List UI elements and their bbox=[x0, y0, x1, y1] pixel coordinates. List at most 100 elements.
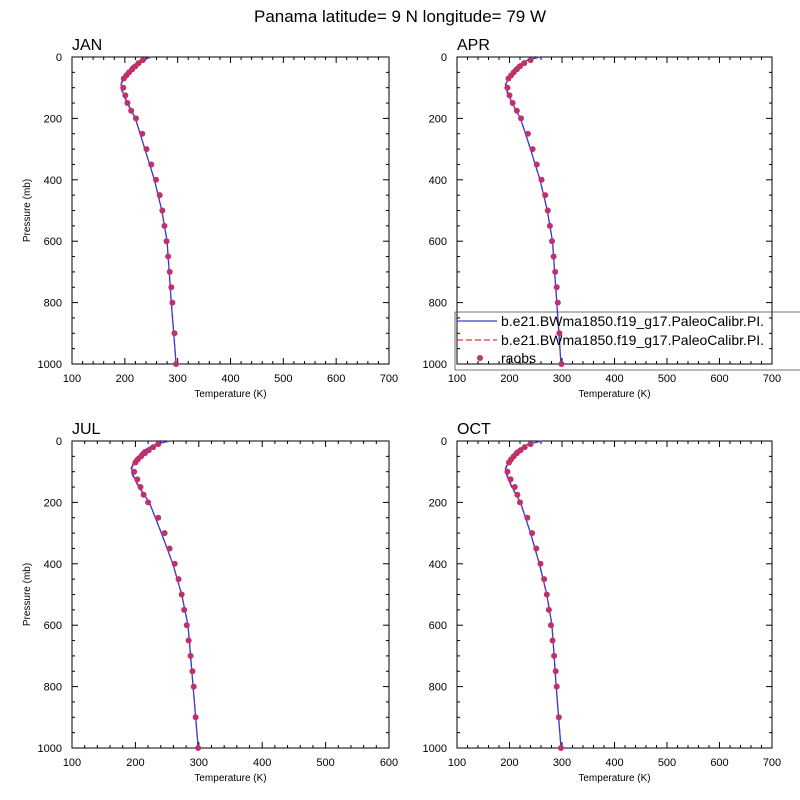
x-tick-label: 100 bbox=[448, 757, 466, 769]
y-tick-label: 0 bbox=[56, 52, 62, 64]
raobs-point bbox=[557, 745, 564, 751]
y-tick-label: 800 bbox=[429, 298, 447, 310]
x-tick-label: 300 bbox=[168, 373, 186, 385]
raobs-point bbox=[195, 745, 202, 751]
x-tick-label: 100 bbox=[63, 373, 81, 385]
y-tick-label: 600 bbox=[44, 620, 62, 632]
raobs-point bbox=[518, 115, 525, 122]
raobs-point bbox=[145, 499, 152, 506]
raobs-point bbox=[538, 176, 545, 183]
legend-label: b.e21.BWma1850.f19_g17.PaleoCalibr.PI. bbox=[501, 313, 764, 329]
y-tick-label: 1000 bbox=[38, 743, 62, 755]
raobs-point bbox=[507, 476, 514, 483]
raobs-point bbox=[122, 92, 129, 99]
raobs-point bbox=[166, 268, 173, 275]
raobs-point bbox=[155, 514, 162, 521]
x-tick-label: 700 bbox=[763, 373, 781, 385]
y-tick-label: 200 bbox=[429, 113, 447, 125]
raobs-point bbox=[505, 75, 512, 82]
y-axis-label: Pressure (mb) bbox=[22, 563, 33, 626]
raobs-point bbox=[161, 530, 168, 537]
raobs-point bbox=[150, 444, 157, 451]
raobs-point bbox=[555, 714, 562, 721]
x-tick-label: 400 bbox=[605, 757, 623, 769]
raobs-point bbox=[178, 591, 185, 598]
x-tick-label: 400 bbox=[221, 373, 239, 385]
y-tick-label: 0 bbox=[56, 436, 62, 448]
x-axis-label: Temperature (K) bbox=[194, 389, 266, 400]
x-tick-label: 300 bbox=[553, 757, 571, 769]
panel-label: APR bbox=[457, 37, 490, 54]
x-tick-label: 500 bbox=[658, 757, 676, 769]
raobs-point bbox=[533, 545, 540, 552]
raobs-point bbox=[139, 57, 146, 64]
x-tick-label: 600 bbox=[327, 373, 345, 385]
raobs-point bbox=[143, 146, 150, 153]
y-tick-label: 600 bbox=[429, 236, 447, 248]
y-tick-label: 200 bbox=[44, 113, 62, 125]
raobs-point bbox=[553, 284, 560, 291]
raobs-point bbox=[529, 146, 536, 153]
y-tick-label: 400 bbox=[44, 175, 62, 187]
raobs-point bbox=[181, 606, 188, 613]
y-tick-label: 800 bbox=[44, 682, 62, 694]
raobs-point bbox=[140, 491, 147, 498]
raobs-point bbox=[553, 683, 560, 690]
raobs-point bbox=[517, 499, 523, 506]
raobs-point bbox=[552, 268, 559, 275]
x-tick-label: 700 bbox=[380, 373, 398, 385]
raobs-point bbox=[131, 468, 138, 475]
x-tick-label: 200 bbox=[116, 373, 134, 385]
raobs-point bbox=[527, 57, 534, 64]
raobs-point bbox=[132, 115, 139, 122]
raobs-point bbox=[513, 107, 520, 114]
raobs-point bbox=[509, 100, 516, 107]
y-tick-label: 800 bbox=[429, 682, 447, 694]
raobs-point bbox=[171, 330, 178, 337]
raobs-point bbox=[187, 652, 194, 659]
legend: b.e21.BWma1850.f19_g17.PaleoCalibr.PI. b.… bbox=[454, 311, 800, 371]
raobs-point bbox=[120, 75, 127, 82]
raobs-point bbox=[551, 652, 558, 659]
raobs-point bbox=[550, 253, 557, 260]
panel-jan: JAN 100 200 300 400 500 600 700 0 200 400 600 800 100… bbox=[22, 37, 398, 400]
x-tick-label: 100 bbox=[63, 757, 81, 769]
panels: JAN 100 200 300 400 500 600 700 0 200 400 600 800 100… bbox=[22, 37, 781, 784]
raobs-point bbox=[159, 207, 166, 214]
raobs-point bbox=[185, 637, 192, 644]
raobs-point bbox=[189, 668, 196, 675]
x-tick-label: 300 bbox=[190, 757, 208, 769]
plot-frame bbox=[71, 56, 390, 365]
x-tick-label: 400 bbox=[253, 757, 271, 769]
raobs-point bbox=[521, 444, 528, 451]
x-tick-label: 200 bbox=[500, 757, 518, 769]
raobs-point bbox=[124, 100, 131, 107]
y-tick-label: 1000 bbox=[423, 743, 447, 755]
raobs-point bbox=[533, 161, 540, 168]
raobs-point bbox=[504, 84, 511, 91]
x-tick-label: 500 bbox=[274, 373, 292, 385]
raobs-point bbox=[183, 622, 190, 629]
raobs-point bbox=[165, 253, 172, 260]
raobs-point bbox=[549, 238, 556, 245]
x-tick-label: 200 bbox=[126, 757, 144, 769]
panel-jul: JUL 100 200 300 400 500 600 0 200 400 600 800 1000 Te… bbox=[22, 421, 398, 784]
raobs-point bbox=[506, 92, 513, 99]
legend-swatch-marker bbox=[477, 355, 483, 361]
y-tick-label: 600 bbox=[44, 236, 62, 248]
raobs-point bbox=[132, 459, 139, 466]
raobs-point bbox=[173, 361, 180, 367]
raobs-point bbox=[120, 84, 127, 91]
x-tick-label: 300 bbox=[553, 373, 571, 385]
raobs-point bbox=[543, 591, 550, 598]
raobs-point bbox=[153, 176, 160, 183]
y-tick-label: 200 bbox=[429, 497, 447, 509]
x-axis-label: Temperature (K) bbox=[194, 773, 266, 784]
raobs-point bbox=[524, 514, 531, 521]
raobs-point bbox=[505, 459, 512, 466]
x-tick-label: 600 bbox=[710, 757, 728, 769]
panel-label: OCT bbox=[457, 421, 491, 438]
raobs-point bbox=[161, 222, 168, 229]
panel-apr: APR 100 200 300 400 500 600 700 0 200 400 600 800 100… bbox=[423, 37, 782, 400]
